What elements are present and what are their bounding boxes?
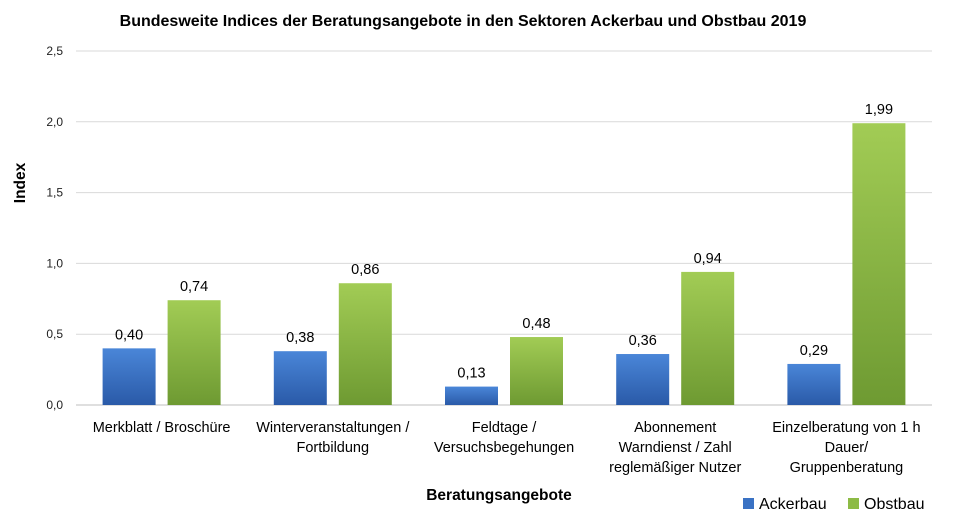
data-label: 0,94 bbox=[694, 251, 722, 267]
y-tick-label: 1,0 bbox=[46, 256, 63, 270]
data-label: 0,74 bbox=[180, 279, 208, 295]
bar-obstbau bbox=[681, 271, 735, 405]
x-category-label: Merkblatt / Broschüre bbox=[93, 420, 231, 436]
legend-label-obstbau: Obstbau bbox=[864, 496, 924, 513]
data-label: 1,99 bbox=[865, 102, 893, 118]
x-category-label: reglemäßiger Nutzer bbox=[609, 460, 741, 476]
data-label: 0,38 bbox=[286, 330, 314, 346]
y-tick-label: 1,5 bbox=[46, 186, 63, 200]
data-labels: 0,40 0,74 0,38 0,86 0,13 0,48 0,36 0,94 0,29 1,99 bbox=[115, 102, 893, 381]
bars bbox=[102, 123, 906, 405]
legend-label-ackerbau: Ackerbau bbox=[759, 496, 827, 513]
bar-ackerbau bbox=[787, 363, 841, 405]
legend-swatch-ackerbau bbox=[743, 498, 754, 509]
data-label: 0,48 bbox=[522, 316, 550, 332]
bar-obstbau bbox=[852, 123, 906, 405]
bar-ackerbau bbox=[616, 354, 670, 405]
y-tick-label: 0,5 bbox=[46, 327, 63, 341]
x-category-label: Warndienst / Zahl bbox=[619, 440, 732, 456]
y-axis-title: Index bbox=[12, 162, 29, 203]
x-category-label: Versuchsbegehungen bbox=[434, 440, 574, 456]
x-category-label: Feldtage / bbox=[472, 420, 537, 436]
y-tick-label: 2,5 bbox=[46, 44, 63, 58]
bar-obstbau bbox=[167, 300, 221, 405]
legend: Ackerbau Obstbau bbox=[743, 496, 924, 513]
x-category-label: Winterveranstaltungen / bbox=[256, 420, 410, 436]
chart-title: Bundesweite Indices der Beratungsangebot… bbox=[120, 13, 807, 30]
x-category-label: Abonnement bbox=[634, 420, 716, 436]
data-label: 0,29 bbox=[800, 343, 828, 359]
y-tick-label: 0,0 bbox=[46, 398, 63, 412]
bar-obstbau bbox=[510, 337, 563, 405]
y-tick-label: 2,0 bbox=[46, 115, 63, 129]
bar-ackerbau bbox=[273, 351, 327, 405]
data-label: 0,86 bbox=[351, 262, 379, 278]
data-label: 0,13 bbox=[457, 366, 485, 382]
x-axis-categories: Merkblatt / Broschüre Winterveranstaltung… bbox=[93, 420, 921, 476]
x-category-label: Einzelberatung von 1 h bbox=[772, 420, 920, 436]
bar-ackerbau bbox=[445, 386, 498, 405]
x-category-label: Fortbildung bbox=[297, 440, 370, 456]
x-category-label: Dauer/ bbox=[825, 440, 869, 456]
x-category-label: Gruppenberatung bbox=[790, 460, 904, 476]
data-label: 0,36 bbox=[629, 333, 657, 349]
legend-swatch-obstbau bbox=[848, 498, 859, 509]
bar-obstbau bbox=[338, 283, 392, 405]
data-label: 0,40 bbox=[115, 327, 143, 343]
bar-ackerbau bbox=[102, 348, 156, 405]
y-axis-ticks: 0,0 0,5 1,0 1,5 2,0 2,5 bbox=[46, 44, 63, 412]
x-axis-title: Beratungsangebote bbox=[426, 487, 572, 504]
